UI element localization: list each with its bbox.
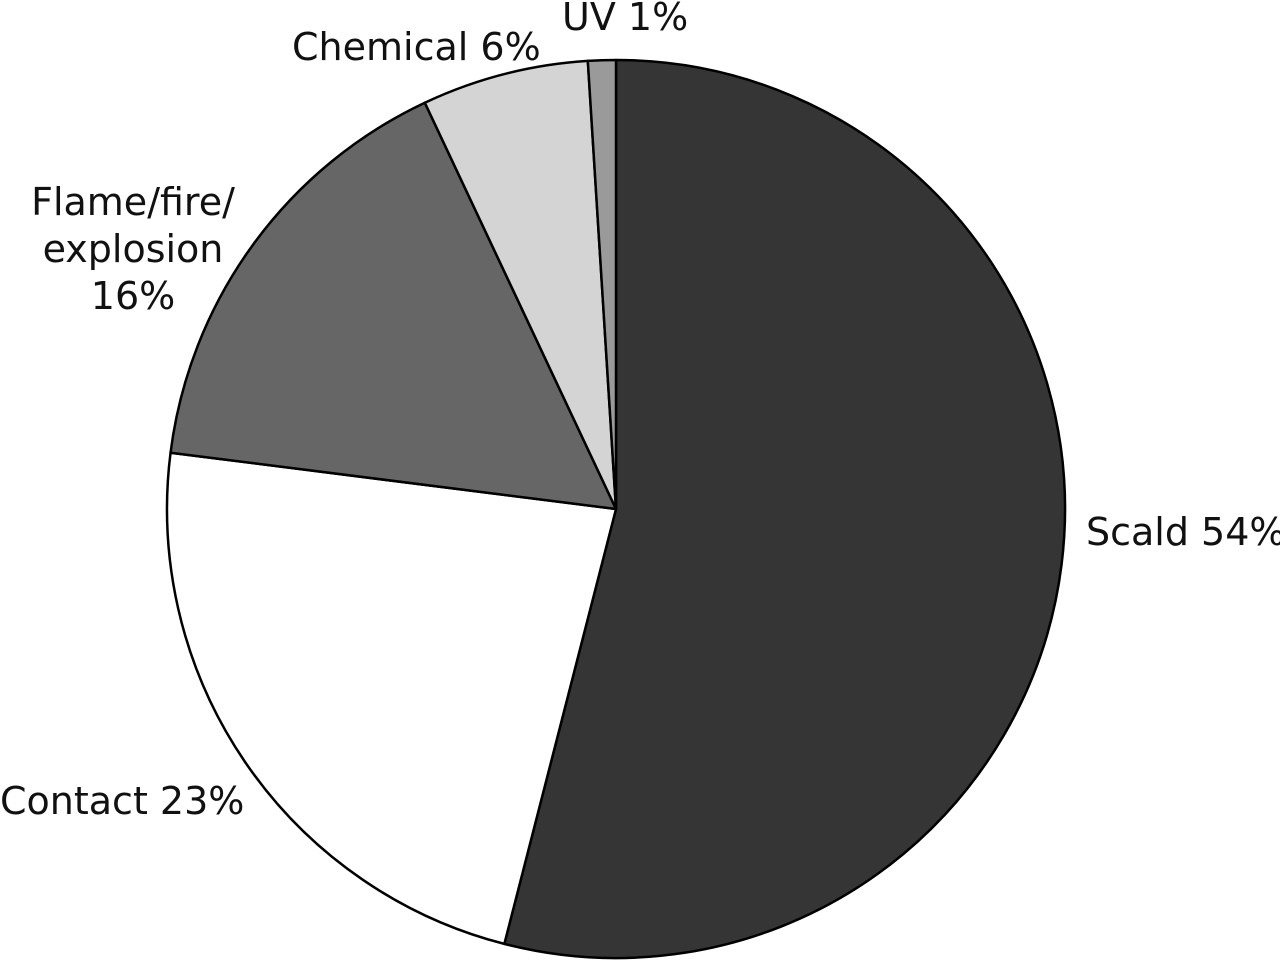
pie-label-chemical-6: Chemical 6% [292, 25, 541, 69]
pie-label-line: Scald 54% [1086, 510, 1280, 554]
pie-label-line: 16% [91, 274, 175, 318]
pie-label-line: explosion [43, 227, 224, 271]
pie-label-uv-1: UV 1% [562, 0, 688, 39]
pie-label-line: Chemical 6% [292, 25, 541, 69]
pie-label-line: Flame/fire/ [31, 180, 235, 224]
pie-label-line: Contact 23% [0, 779, 244, 823]
pie-label-scald-54: Scald 54% [1086, 510, 1280, 554]
pie-slices [165, 58, 1067, 960]
pie-label-contact-23: Contact 23% [0, 779, 244, 823]
pie-label-flame-fire: Flame/fire/explosion 16% [31, 180, 235, 318]
pie-labels: Scald 54% Contact 23% Flame/fire/explosion… [0, 0, 1280, 823]
pie-slice-uv-1 [586, 58, 618, 511]
pie-slice-chemical-6 [423, 59, 618, 511]
pie-label-line: UV 1% [562, 0, 688, 39]
pie-slice-scald-54 [503, 58, 1067, 960]
pie-slice-flame-fire [169, 101, 618, 511]
pie-slice-contact-23 [165, 451, 618, 946]
